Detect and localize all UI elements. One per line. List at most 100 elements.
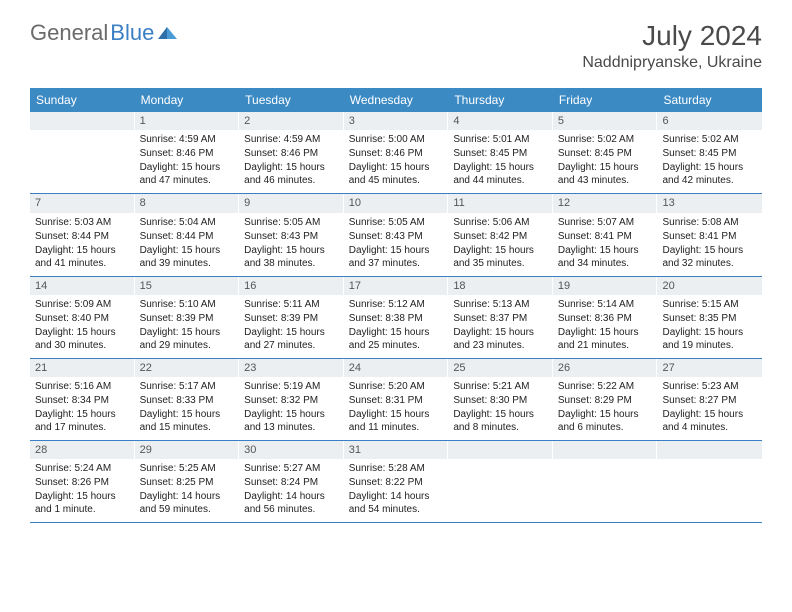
sunset-text: Sunset: 8:22 PM [349, 476, 444, 489]
sunrise-text: Sunrise: 5:05 AM [349, 216, 444, 229]
day-content [30, 130, 135, 180]
sunrise-text: Sunrise: 5:25 AM [140, 462, 235, 475]
day-content: Sunrise: 5:09 AMSunset: 8:40 PMDaylight:… [30, 295, 135, 358]
week-row: 7Sunrise: 5:03 AMSunset: 8:44 PMDaylight… [30, 194, 762, 276]
day-content: Sunrise: 5:01 AMSunset: 8:45 PMDaylight:… [448, 130, 553, 193]
day-header-cell: Saturday [657, 88, 762, 112]
day-cell: 30Sunrise: 5:27 AMSunset: 8:24 PMDayligh… [239, 441, 344, 522]
day-cell: 5Sunrise: 5:02 AMSunset: 8:45 PMDaylight… [553, 112, 658, 193]
day-content: Sunrise: 5:28 AMSunset: 8:22 PMDaylight:… [344, 459, 449, 522]
day-cell: 21Sunrise: 5:16 AMSunset: 8:34 PMDayligh… [30, 359, 135, 440]
sunset-text: Sunset: 8:38 PM [349, 312, 444, 325]
sunset-text: Sunset: 8:45 PM [453, 147, 548, 160]
sunrise-text: Sunrise: 5:16 AM [35, 380, 130, 393]
sunrise-text: Sunrise: 5:21 AM [453, 380, 548, 393]
month-title: July 2024 [582, 20, 762, 52]
sunset-text: Sunset: 8:31 PM [349, 394, 444, 407]
day-cell: 29Sunrise: 5:25 AMSunset: 8:25 PMDayligh… [135, 441, 240, 522]
day-cell: 14Sunrise: 5:09 AMSunset: 8:40 PMDayligh… [30, 277, 135, 358]
day-number: 20 [657, 277, 762, 295]
daylight-text: Daylight: 15 hours and 4 minutes. [662, 408, 757, 434]
day-number: 7 [30, 194, 135, 212]
day-number: 11 [448, 194, 553, 212]
day-number: 21 [30, 359, 135, 377]
daylight-text: Daylight: 15 hours and 29 minutes. [140, 326, 235, 352]
daylight-text: Daylight: 15 hours and 1 minute. [35, 490, 130, 516]
day-number: 14 [30, 277, 135, 295]
sunset-text: Sunset: 8:35 PM [662, 312, 757, 325]
day-number: 3 [344, 112, 449, 130]
day-cell: 16Sunrise: 5:11 AMSunset: 8:39 PMDayligh… [239, 277, 344, 358]
day-content: Sunrise: 4:59 AMSunset: 8:46 PMDaylight:… [135, 130, 240, 193]
day-content: Sunrise: 5:17 AMSunset: 8:33 PMDaylight:… [135, 377, 240, 440]
location: Naddnipryanske, Ukraine [582, 54, 762, 72]
day-content: Sunrise: 5:05 AMSunset: 8:43 PMDaylight:… [239, 213, 344, 276]
day-content: Sunrise: 5:23 AMSunset: 8:27 PMDaylight:… [657, 377, 762, 440]
sunrise-text: Sunrise: 5:02 AM [662, 133, 757, 146]
day-header-row: Sunday Monday Tuesday Wednesday Thursday… [30, 88, 762, 112]
day-cell: 13Sunrise: 5:08 AMSunset: 8:41 PMDayligh… [657, 194, 762, 275]
day-cell: 23Sunrise: 5:19 AMSunset: 8:32 PMDayligh… [239, 359, 344, 440]
day-cell: 4Sunrise: 5:01 AMSunset: 8:45 PMDaylight… [448, 112, 553, 193]
daylight-text: Daylight: 14 hours and 59 minutes. [140, 490, 235, 516]
sunrise-text: Sunrise: 5:02 AM [558, 133, 653, 146]
day-content: Sunrise: 5:27 AMSunset: 8:24 PMDaylight:… [239, 459, 344, 522]
daylight-text: Daylight: 15 hours and 25 minutes. [349, 326, 444, 352]
sunrise-text: Sunrise: 5:09 AM [35, 298, 130, 311]
sunrise-text: Sunrise: 5:11 AM [244, 298, 339, 311]
sunset-text: Sunset: 8:41 PM [662, 230, 757, 243]
daylight-text: Daylight: 15 hours and 15 minutes. [140, 408, 235, 434]
day-cell: 9Sunrise: 5:05 AMSunset: 8:43 PMDaylight… [239, 194, 344, 275]
sunset-text: Sunset: 8:45 PM [662, 147, 757, 160]
sunset-text: Sunset: 8:43 PM [349, 230, 444, 243]
sunrise-text: Sunrise: 5:28 AM [349, 462, 444, 475]
day-cell [30, 112, 135, 193]
day-number: 22 [135, 359, 240, 377]
sunset-text: Sunset: 8:42 PM [453, 230, 548, 243]
day-content: Sunrise: 5:15 AMSunset: 8:35 PMDaylight:… [657, 295, 762, 358]
sunrise-text: Sunrise: 5:23 AM [662, 380, 757, 393]
sunrise-text: Sunrise: 5:03 AM [35, 216, 130, 229]
daylight-text: Daylight: 15 hours and 45 minutes. [349, 161, 444, 187]
day-content: Sunrise: 5:20 AMSunset: 8:31 PMDaylight:… [344, 377, 449, 440]
sunrise-text: Sunrise: 5:00 AM [349, 133, 444, 146]
daylight-text: Daylight: 15 hours and 8 minutes. [453, 408, 548, 434]
sunrise-text: Sunrise: 4:59 AM [244, 133, 339, 146]
day-cell: 6Sunrise: 5:02 AMSunset: 8:45 PMDaylight… [657, 112, 762, 193]
daylight-text: Daylight: 15 hours and 38 minutes. [244, 244, 339, 270]
daylight-text: Daylight: 15 hours and 17 minutes. [35, 408, 130, 434]
day-cell: 8Sunrise: 5:04 AMSunset: 8:44 PMDaylight… [135, 194, 240, 275]
logo: General Blue [30, 20, 178, 46]
sunset-text: Sunset: 8:46 PM [140, 147, 235, 160]
day-cell: 12Sunrise: 5:07 AMSunset: 8:41 PMDayligh… [553, 194, 658, 275]
sunrise-text: Sunrise: 5:15 AM [662, 298, 757, 311]
sunset-text: Sunset: 8:39 PM [244, 312, 339, 325]
day-number [657, 441, 762, 459]
day-content: Sunrise: 5:05 AMSunset: 8:43 PMDaylight:… [344, 213, 449, 276]
daylight-text: Daylight: 15 hours and 42 minutes. [662, 161, 757, 187]
day-number: 1 [135, 112, 240, 130]
sunrise-text: Sunrise: 5:24 AM [35, 462, 130, 475]
day-content: Sunrise: 5:04 AMSunset: 8:44 PMDaylight:… [135, 213, 240, 276]
day-cell: 31Sunrise: 5:28 AMSunset: 8:22 PMDayligh… [344, 441, 449, 522]
sunset-text: Sunset: 8:30 PM [453, 394, 548, 407]
day-content: Sunrise: 5:08 AMSunset: 8:41 PMDaylight:… [657, 213, 762, 276]
sunrise-text: Sunrise: 5:14 AM [558, 298, 653, 311]
day-cell: 19Sunrise: 5:14 AMSunset: 8:36 PMDayligh… [553, 277, 658, 358]
week-row: 21Sunrise: 5:16 AMSunset: 8:34 PMDayligh… [30, 359, 762, 441]
day-cell: 25Sunrise: 5:21 AMSunset: 8:30 PMDayligh… [448, 359, 553, 440]
calendar: Sunday Monday Tuesday Wednesday Thursday… [30, 88, 762, 523]
day-content: Sunrise: 5:24 AMSunset: 8:26 PMDaylight:… [30, 459, 135, 522]
day-cell [553, 441, 658, 522]
logo-text-gray: General [30, 20, 108, 46]
day-number: 26 [553, 359, 658, 377]
day-content [448, 459, 553, 509]
daylight-text: Daylight: 15 hours and 46 minutes. [244, 161, 339, 187]
sunrise-text: Sunrise: 4:59 AM [140, 133, 235, 146]
daylight-text: Daylight: 15 hours and 32 minutes. [662, 244, 757, 270]
daylight-text: Daylight: 15 hours and 43 minutes. [558, 161, 653, 187]
day-content: Sunrise: 5:07 AMSunset: 8:41 PMDaylight:… [553, 213, 658, 276]
daylight-text: Daylight: 15 hours and 44 minutes. [453, 161, 548, 187]
sunrise-text: Sunrise: 5:04 AM [140, 216, 235, 229]
day-cell: 11Sunrise: 5:06 AMSunset: 8:42 PMDayligh… [448, 194, 553, 275]
